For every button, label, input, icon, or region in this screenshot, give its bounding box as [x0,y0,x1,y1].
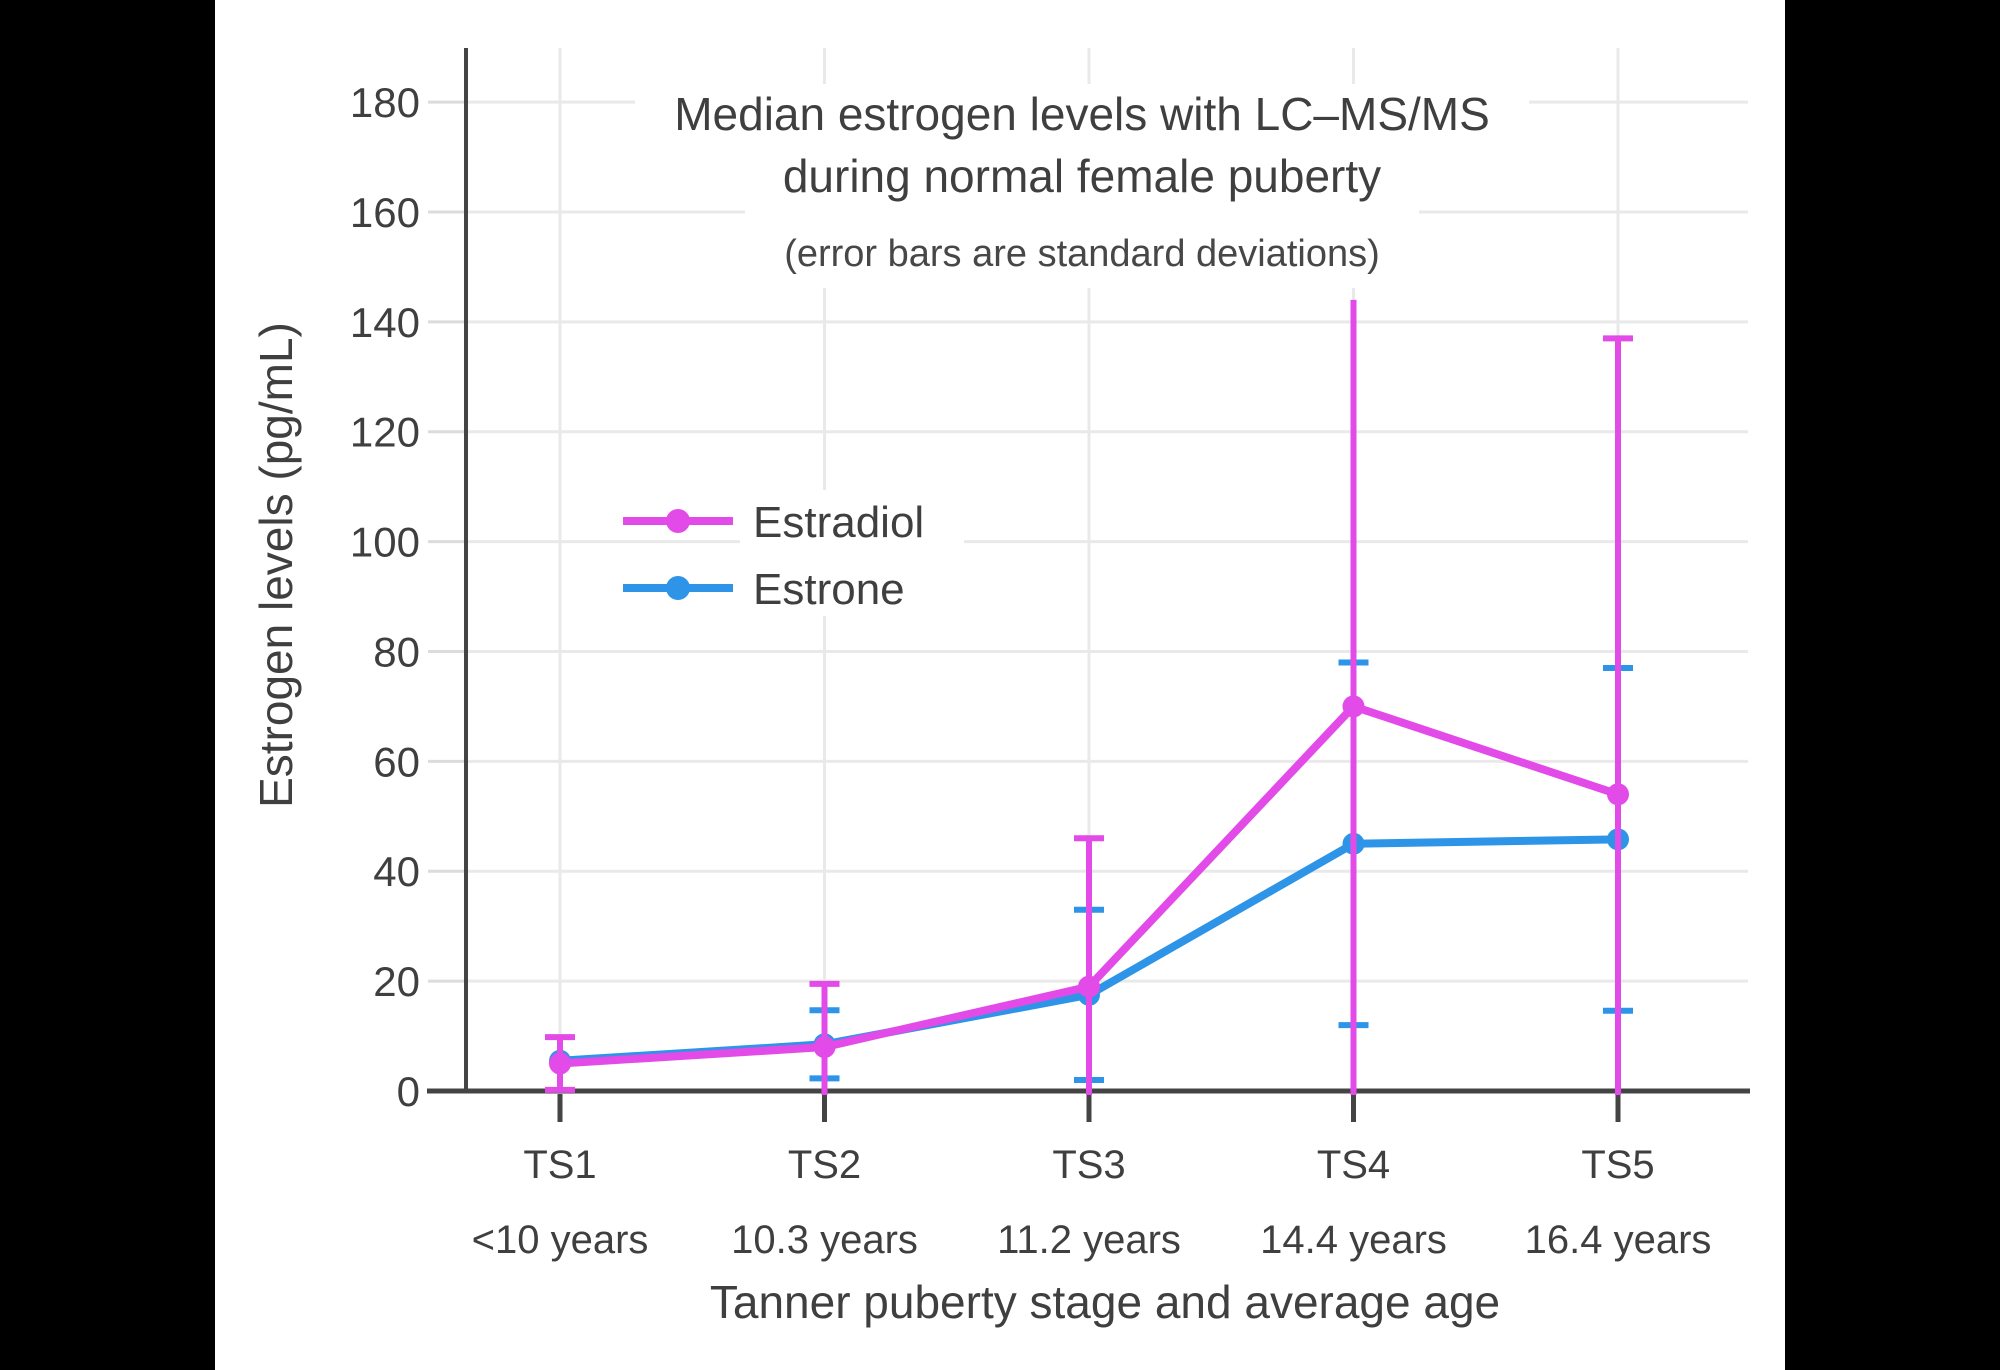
estradiol-point [549,1052,571,1075]
x-age-label: 16.4 years [1525,1218,1712,1262]
x-age-label: <10 years [472,1218,649,1262]
legend-swatch-dot-estrone [666,576,690,600]
estradiol-point [1078,975,1100,998]
y-tick-label: 60 [373,738,420,785]
y-tick-label: 20 [373,958,420,1005]
legend-label-estradiol: Estradiol [753,498,924,547]
y-tick-label: 80 [373,628,420,675]
legend-item-estradiol: Estradiol [623,498,924,547]
legend-label-estrone: Estrone [753,565,905,614]
subtitle-mask [745,218,1417,288]
x-age-label: 11.2 years [997,1218,1181,1262]
y-tick-label: 100 [350,519,420,566]
x-age-label: 10.3 years [731,1218,918,1262]
x-axis-title: Tanner puberty stage and average age [710,1276,1500,1328]
x-stage-label: TS2 [788,1143,861,1187]
chart-title-line2: during normal female puberty [783,150,1381,202]
estradiol-point [1342,695,1365,718]
legend-label-mask-estrone [740,554,940,616]
legend-item-estrone: Estrone [623,565,905,614]
legend-swatch-dot-estradiol [666,509,690,533]
x-stage-label: TS3 [1052,1143,1125,1187]
y-tick-label: 140 [350,299,420,346]
x-age-label: 14.4 years [1260,1218,1447,1262]
title-block: Median estrogen levels with LC–MS/MS dur… [635,84,1529,288]
y-tick-label: 160 [350,189,420,236]
x-stage-label: TS4 [1317,1143,1390,1187]
y-tick-label: 120 [350,409,420,456]
tick-labels: TS1 <10 years TS2 10.3 years TS3 11.2 years TS… [350,79,1711,1262]
chart-title-line1: Median estrogen levels with LC–MS/MS [674,88,1490,140]
gridlines [428,48,1748,1091]
title-line1-mask [635,84,1529,146]
estradiol-point [1607,783,1629,806]
title-line2-mask [745,146,1419,218]
y-tick-label: 0 [397,1068,420,1115]
estradiol-point [813,1036,836,1059]
legend-label-mask-estradiol [740,490,964,554]
x-stage-label: TS1 [523,1143,596,1187]
legend: Estradiol Estrone [623,490,964,616]
x-stage-label: TS5 [1581,1143,1654,1187]
chart-subtitle: (error bars are standard deviations) [784,233,1380,275]
data-series [545,299,1633,1095]
y-tick-label: 180 [350,79,420,126]
axis-titles: Estrogen levels (pg/mL) Tanner puberty s… [250,322,1500,1328]
y-axis-title: Estrogen levels (pg/mL) [250,322,302,808]
y-tick-label: 40 [373,848,420,895]
